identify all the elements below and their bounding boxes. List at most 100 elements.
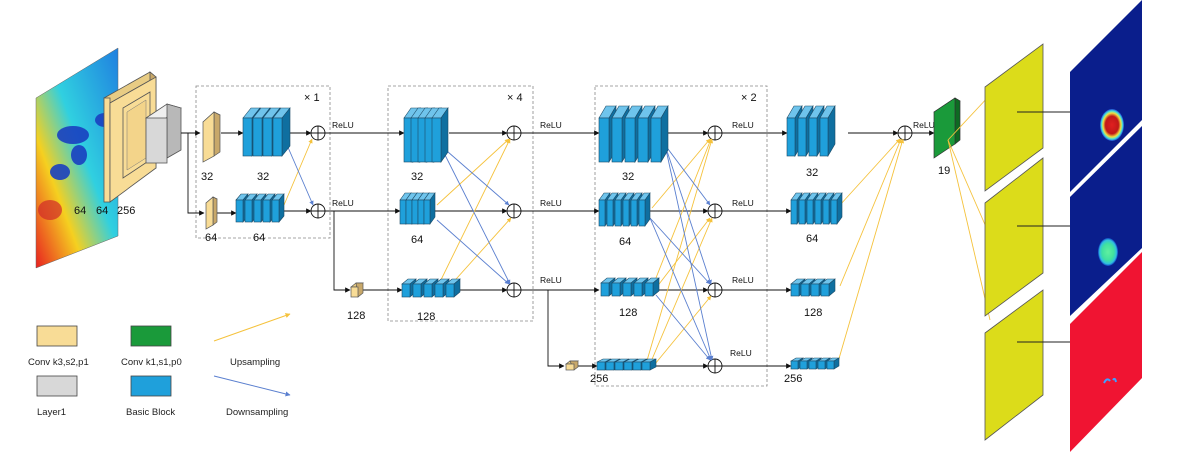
output-channel-label: 19 (938, 165, 950, 177)
channel-labels: 32 32 64 64 128 32 64 128 32 64 128 256 … (201, 165, 950, 385)
basic-block-group (235, 193, 285, 223)
svg-text:Layer1: Layer1 (37, 407, 66, 418)
output-maps (984, 43, 1044, 441)
basic-block (596, 361, 606, 371)
basic-block (623, 361, 633, 371)
basic-block (235, 199, 244, 223)
relu-label: ReLU (732, 275, 754, 285)
basic-block-group (242, 107, 291, 157)
basic-block (632, 361, 642, 371)
basic-block (405, 199, 413, 225)
basic-block (790, 360, 799, 370)
basic-block (242, 117, 253, 157)
sum-node (707, 203, 723, 219)
stem-label-64-a: 64 (74, 205, 86, 217)
channel-label-32: 32 (257, 171, 269, 183)
final-conv-k1 (933, 97, 961, 159)
basic-block (797, 117, 807, 157)
basic-block (786, 117, 796, 157)
basic-block (253, 199, 262, 223)
legend-upsampling: Upsampling (213, 313, 291, 368)
channel-label-32: 32 (411, 171, 423, 183)
stage2-repeat: × 4 (507, 92, 523, 104)
basic-block (272, 117, 283, 157)
relu-label: ReLU (540, 198, 562, 208)
basic-block-layer (235, 104, 843, 371)
basic-block (262, 117, 273, 157)
sum-node (310, 203, 326, 219)
seg-map-2 (1070, 126, 1142, 316)
sum-node (506, 203, 522, 219)
output-map-3 (984, 289, 1044, 441)
legend-basic-block: Basic Block (126, 375, 175, 418)
basic-block (790, 199, 798, 225)
relu-label: ReLU (913, 120, 935, 130)
basic-block (244, 199, 253, 223)
channel-label-256: 256 (590, 373, 608, 385)
basic-block (611, 282, 621, 297)
basic-block-group (790, 278, 836, 297)
svg-text:Upsampling: Upsampling (230, 357, 280, 368)
sum-node (506, 125, 522, 141)
layer1-block (145, 103, 182, 164)
basic-block (431, 117, 442, 163)
basic-block (641, 361, 651, 371)
basic-block-group (790, 192, 843, 225)
channel-label-32: 32 (806, 167, 818, 179)
channel-label-32: 32 (201, 171, 213, 183)
channel-label-256: 256 (784, 373, 802, 385)
stage1-box (195, 85, 331, 239)
downsampling-arrows (286, 144, 714, 361)
basic-block-side (440, 107, 449, 163)
sum-node (707, 125, 723, 141)
basic-block (271, 199, 280, 223)
seg-map-1 (1070, 0, 1142, 192)
transition-conv-256 (564, 360, 580, 371)
basic-block (799, 360, 808, 370)
basic-block (806, 199, 814, 225)
basic-block (434, 283, 444, 298)
stem-conv-2 (122, 91, 151, 179)
sum-node (707, 282, 723, 298)
relu-label: ReLU (332, 120, 354, 130)
output-map-2 (984, 157, 1044, 317)
transition-conv-128 (350, 282, 364, 298)
basic-block (252, 117, 263, 157)
basic-block (814, 199, 822, 225)
channel-label-64: 64 (806, 233, 818, 245)
basic-block (399, 199, 407, 225)
channel-label-64: 64 (205, 232, 217, 244)
svg-text:Basic Block: Basic Block (126, 407, 175, 418)
basic-block-group (598, 192, 651, 227)
basic-block (614, 361, 624, 371)
channel-label-64: 64 (411, 234, 423, 246)
basic-block (423, 199, 431, 225)
segmentation-results (1070, 0, 1142, 452)
basic-block-group (598, 104, 669, 164)
upsampling-arrows (283, 138, 905, 365)
basic-block (598, 117, 610, 163)
legend-conv-k3: Conv k3,s2,p1 (28, 325, 89, 368)
basic-block (262, 199, 271, 223)
basic-block (820, 283, 830, 297)
relu-label: ReLU (540, 120, 562, 130)
stage1-repeat: × 1 (304, 92, 320, 104)
basic-block (826, 360, 835, 370)
sum-node (310, 125, 326, 141)
basic-block (606, 199, 614, 227)
svg-text:Conv k3,s2,p1: Conv k3,s2,p1 (28, 357, 89, 368)
basic-block-group (600, 277, 660, 297)
sum-node (506, 282, 522, 298)
basic-block (637, 117, 649, 163)
stage3-box (594, 85, 768, 387)
head-arrows (947, 94, 991, 321)
flow-lines (181, 130, 935, 369)
basic-block (800, 283, 810, 297)
legend: Conv k3,s2,p1 Conv k1,s1,p0 Upsampling L… (28, 313, 291, 418)
basic-block (798, 199, 806, 225)
basic-block (817, 360, 826, 370)
basic-block (633, 282, 643, 297)
basic-block-group (401, 278, 461, 298)
transition-conv-32 (202, 111, 221, 163)
